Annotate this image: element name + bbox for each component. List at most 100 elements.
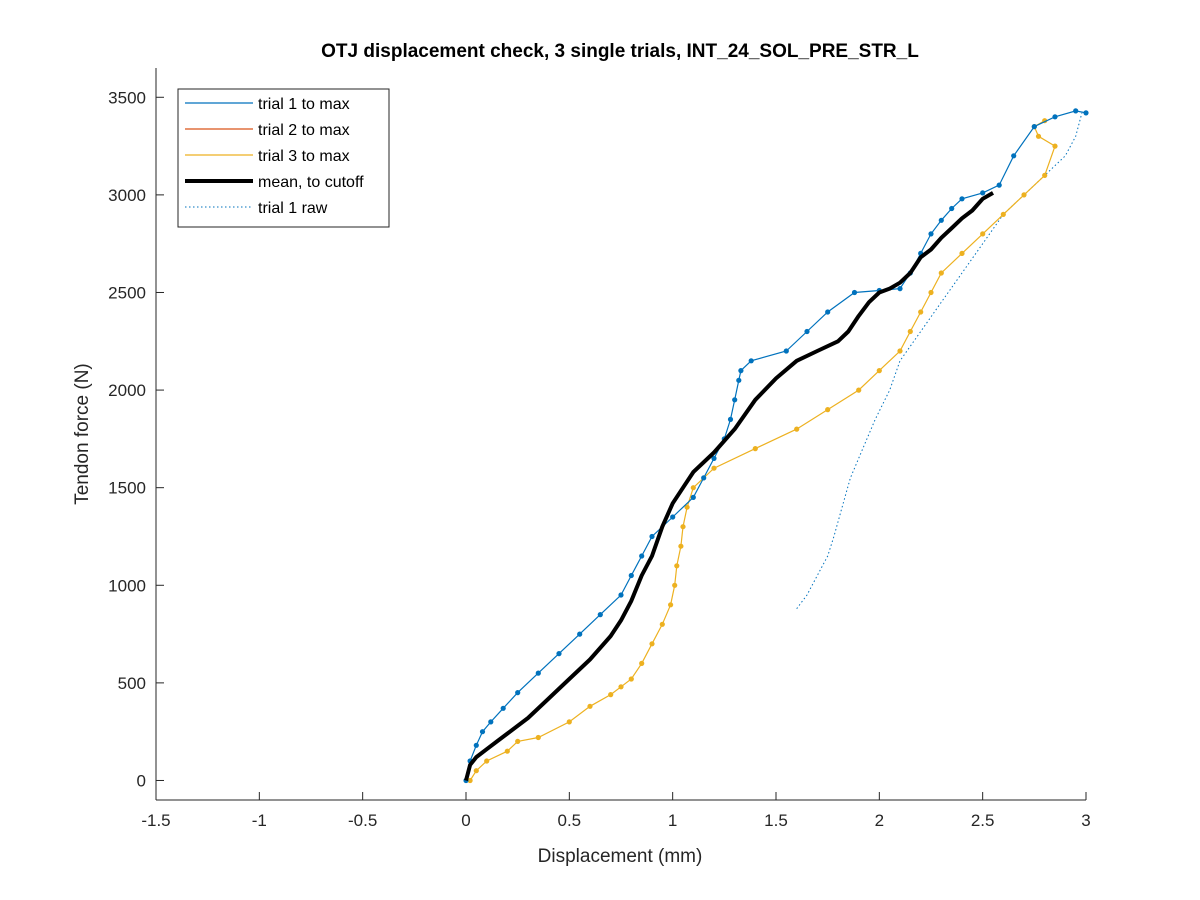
data-point xyxy=(738,368,744,374)
data-point xyxy=(488,719,494,725)
data-point xyxy=(597,612,603,618)
data-point xyxy=(672,582,678,588)
data-point xyxy=(938,270,944,276)
data-point xyxy=(659,621,665,627)
x-tick-label: 0 xyxy=(461,811,470,830)
data-point xyxy=(670,514,676,520)
data-point xyxy=(628,572,634,579)
data-point xyxy=(907,328,913,335)
x-tick-label: 1.5 xyxy=(764,811,788,830)
legend-label: trial 1 raw xyxy=(258,200,328,217)
data-point xyxy=(473,742,479,748)
data-point xyxy=(1035,133,1042,139)
data-point xyxy=(515,690,521,696)
data-point xyxy=(959,196,965,202)
data-point xyxy=(959,250,965,256)
data-point xyxy=(928,231,934,237)
data-point xyxy=(649,641,655,647)
x-tick-label: 3 xyxy=(1081,811,1090,830)
data-point xyxy=(668,602,674,608)
data-point xyxy=(587,703,593,709)
x-tick-label: 2 xyxy=(875,811,884,830)
data-point xyxy=(556,651,562,657)
data-point xyxy=(649,533,655,540)
data-point xyxy=(1042,172,1048,178)
data-point xyxy=(1000,211,1006,217)
data-point xyxy=(504,748,510,754)
data-point xyxy=(980,190,986,196)
data-point xyxy=(876,368,882,374)
axes xyxy=(155,68,1086,801)
data-point xyxy=(618,684,624,690)
data-point xyxy=(690,494,696,500)
data-point xyxy=(996,182,1002,188)
x-tick-label: 1 xyxy=(668,811,677,830)
data-point xyxy=(500,705,506,711)
series-line-mean-to-cutoff xyxy=(464,191,994,782)
legend-box xyxy=(177,88,390,228)
data-point xyxy=(949,205,955,212)
data-point xyxy=(711,455,717,461)
data-point xyxy=(690,485,696,491)
data-point xyxy=(467,777,473,784)
data-point xyxy=(678,543,684,549)
y-tick-label: 2000 xyxy=(108,381,146,400)
x-tick-label: 0.5 xyxy=(558,811,582,830)
data-point xyxy=(1073,108,1079,114)
legend-label: mean, to cutoff xyxy=(258,174,364,191)
data-point xyxy=(938,217,944,223)
x-tick-label: -1.5 xyxy=(141,811,170,830)
data-point xyxy=(1011,153,1017,159)
data-point xyxy=(1021,192,1027,198)
data-point xyxy=(484,758,490,764)
data-point xyxy=(674,563,680,569)
data-point xyxy=(1052,114,1058,120)
data-point xyxy=(618,592,624,598)
data-point xyxy=(1083,110,1089,116)
data-point xyxy=(639,553,645,559)
data-point xyxy=(727,416,734,422)
data-point xyxy=(639,660,645,667)
y-ticks: 0 500 1000 1500 2000 2500 3000 3500 xyxy=(108,88,164,790)
y-tick-label: 500 xyxy=(118,674,146,693)
data-point xyxy=(680,524,686,530)
y-tick-label: 3000 xyxy=(108,186,146,205)
data-point xyxy=(473,768,479,774)
x-ticks: -1.5 -1 -0.5 0 0.5 1 1.5 2 2.5 3 xyxy=(141,792,1091,830)
legend-label: trial 2 to max xyxy=(258,122,350,139)
data-point xyxy=(748,358,754,364)
y-tick-label: 2500 xyxy=(108,283,146,302)
legend: trial 1 to max trial 2 to max trial 3 to m… xyxy=(177,88,390,228)
series-layer xyxy=(463,108,1089,784)
y-tick-label: 1000 xyxy=(108,576,146,595)
data-point xyxy=(804,328,810,335)
data-point xyxy=(608,692,614,698)
y-tick-label: 0 xyxy=(137,771,146,790)
data-point xyxy=(684,504,690,510)
data-point xyxy=(515,738,521,745)
data-point xyxy=(628,676,634,682)
y-tick-label: 3500 xyxy=(108,88,146,107)
data-point xyxy=(794,426,800,432)
data-point xyxy=(783,348,789,354)
x-tick-label: -0.5 xyxy=(348,811,377,830)
chart-title: OTJ displacement check, 3 single trials,… xyxy=(321,41,919,62)
data-point xyxy=(928,289,934,296)
data-point xyxy=(1052,143,1058,149)
data-point xyxy=(701,475,707,481)
legend-label: trial 1 to max xyxy=(258,96,350,113)
data-point xyxy=(856,387,862,393)
data-point xyxy=(732,397,738,403)
data-point xyxy=(566,719,572,725)
x-tick-label: 2.5 xyxy=(971,811,995,830)
data-point xyxy=(825,309,831,315)
data-point xyxy=(736,377,742,383)
data-point xyxy=(918,309,924,315)
data-point xyxy=(711,465,717,471)
data-point xyxy=(1031,124,1037,130)
y-tick-label: 1500 xyxy=(108,479,146,498)
data-point xyxy=(535,734,541,741)
data-point xyxy=(897,348,903,354)
